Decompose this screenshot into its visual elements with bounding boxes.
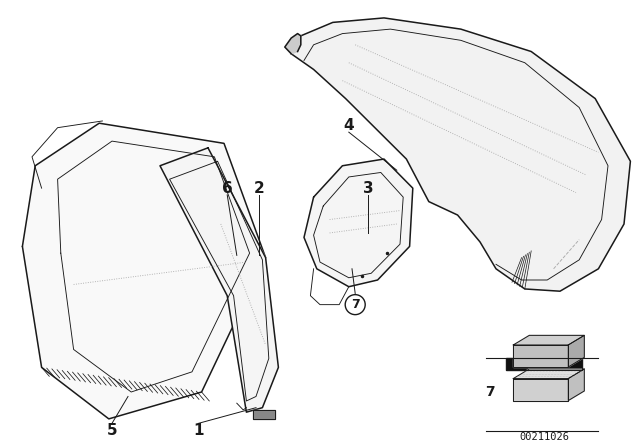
Text: 4: 4 (344, 118, 354, 133)
Text: 7: 7 (351, 298, 360, 311)
Polygon shape (568, 369, 584, 401)
Polygon shape (291, 18, 630, 291)
Polygon shape (285, 34, 301, 54)
Polygon shape (513, 336, 584, 345)
Polygon shape (513, 369, 584, 379)
Text: 3: 3 (363, 181, 373, 196)
Polygon shape (22, 123, 266, 419)
Text: 6: 6 (222, 181, 232, 196)
Polygon shape (506, 358, 582, 370)
Text: 2: 2 (254, 181, 264, 196)
Polygon shape (568, 336, 584, 367)
Text: 00211026: 00211026 (519, 432, 569, 442)
Text: 1: 1 (193, 422, 204, 438)
Polygon shape (513, 379, 568, 401)
Text: 7: 7 (484, 385, 495, 399)
Polygon shape (513, 345, 568, 367)
Polygon shape (304, 159, 413, 287)
Polygon shape (160, 148, 278, 412)
Circle shape (345, 295, 365, 314)
Polygon shape (253, 410, 275, 419)
Text: 5: 5 (107, 422, 117, 438)
